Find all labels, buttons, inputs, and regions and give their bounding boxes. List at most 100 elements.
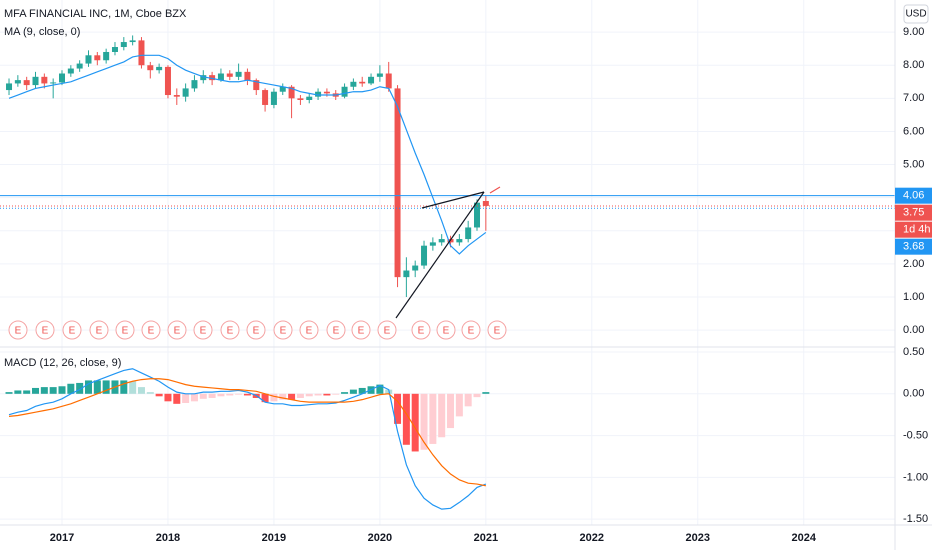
earnings-marker[interactable]: E <box>299 320 319 340</box>
currency-label[interactable]: USD <box>905 9 926 20</box>
candle-body <box>270 91 277 105</box>
earnings-marker[interactable]: E <box>8 320 28 340</box>
indicator-legend[interactable]: MACD (12, 26, close, 9) <box>4 357 121 369</box>
histogram-bar <box>40 387 48 394</box>
earnings-marker[interactable]: E <box>326 320 346 340</box>
candle-body <box>438 239 445 243</box>
histogram-bar <box>473 393 481 398</box>
histogram-bar <box>58 386 66 394</box>
indicator-legend[interactable]: MA (9, close, 0) <box>4 26 80 38</box>
currency-box[interactable] <box>903 4 929 24</box>
earnings-circle <box>411 320 431 340</box>
histogram-bar <box>349 389 357 394</box>
histogram-bar <box>93 380 101 394</box>
earnings-label: E <box>468 326 475 337</box>
earnings-label: E <box>280 326 287 337</box>
candle-body <box>359 81 366 84</box>
candle-body <box>103 51 110 61</box>
price-badge-label: 4.06 <box>903 190 924 202</box>
histogram-bar <box>341 392 349 394</box>
histogram-bar <box>5 392 13 394</box>
earnings-marker[interactable]: E <box>351 320 371 340</box>
histogram-bar <box>120 380 128 394</box>
histogram-bar <box>217 393 225 397</box>
histogram-bar <box>102 380 110 394</box>
y-tick-label: 0.00 <box>903 324 924 336</box>
candle-body <box>253 80 260 91</box>
histogram-bar <box>84 380 92 394</box>
x-tick-label: 2017 <box>50 532 74 544</box>
candle-body <box>147 65 154 71</box>
earnings-label: E <box>200 326 207 337</box>
earnings-marker[interactable]: E <box>193 320 213 340</box>
earnings-marker[interactable]: E <box>411 320 431 340</box>
y-tick-label: 1.00 <box>903 291 924 303</box>
earnings-label: E <box>253 326 260 337</box>
candle-body <box>209 75 216 81</box>
drawing[interactable] <box>489 186 501 194</box>
histogram-bar <box>323 393 331 396</box>
histogram-bar <box>164 393 172 402</box>
y-tick-label: 7.00 <box>903 92 924 104</box>
earnings-label: E <box>122 326 129 337</box>
histogram-bar <box>261 393 269 403</box>
candle-body <box>297 98 304 100</box>
x-tick-label: 2018 <box>156 532 180 544</box>
histogram-bar <box>23 390 31 394</box>
histogram-bar <box>288 393 296 400</box>
earnings-circle <box>461 320 481 340</box>
earnings-marker[interactable]: E <box>436 320 456 340</box>
price-badge-label: 3.68 <box>903 241 924 253</box>
candle-body <box>191 80 198 89</box>
y-tick-label: -0.50 <box>903 429 928 441</box>
earnings-circle <box>436 320 456 340</box>
candle-body <box>315 91 322 97</box>
earnings-label: E <box>358 326 365 337</box>
histogram-bar <box>455 393 463 417</box>
earnings-circle <box>326 320 346 340</box>
earnings-marker[interactable]: E <box>461 320 481 340</box>
y-tick-label: 6.00 <box>903 125 924 137</box>
histogram-bar <box>482 392 490 394</box>
earnings-marker[interactable]: E <box>246 320 266 340</box>
histogram-bar <box>376 384 384 394</box>
candle-body <box>482 200 489 206</box>
earnings-circle <box>35 320 55 340</box>
earnings-circle <box>220 320 240 340</box>
histogram-bar <box>270 393 278 402</box>
earnings-circle <box>89 320 109 340</box>
trendline[interactable] <box>395 191 485 319</box>
histogram-bar <box>235 393 243 395</box>
candle-body <box>67 68 74 74</box>
earnings-marker[interactable]: E <box>35 320 55 340</box>
candle-body <box>474 202 481 228</box>
price-badge: 1d 4h <box>895 221 932 238</box>
earnings-label: E <box>418 326 425 337</box>
candle-body <box>14 80 21 84</box>
earnings-marker[interactable]: E <box>89 320 109 340</box>
earnings-marker[interactable]: E <box>487 320 507 340</box>
candle-body <box>156 66 163 71</box>
earnings-marker[interactable]: E <box>141 320 161 340</box>
histogram-bar <box>420 393 428 450</box>
earnings-label: E <box>148 326 155 337</box>
earnings-marker[interactable]: E <box>167 320 187 340</box>
candle-body <box>403 270 410 278</box>
candle-body <box>32 76 39 86</box>
earnings-label: E <box>494 326 501 337</box>
chart-title: MFA FINANCIAL INC, 1M, Cboe BZX <box>4 8 187 20</box>
y-tick-label: 9.00 <box>903 26 924 38</box>
earnings-circle <box>115 320 135 340</box>
earnings-marker[interactable]: E <box>62 320 82 340</box>
earnings-marker[interactable]: E <box>115 320 135 340</box>
earnings-label: E <box>42 326 49 337</box>
earnings-marker[interactable]: E <box>273 320 293 340</box>
moving-average-line <box>8 54 487 255</box>
trendline[interactable] <box>421 191 485 209</box>
candle-body <box>394 88 401 278</box>
earnings-marker[interactable]: E <box>377 320 397 340</box>
histogram-bar <box>394 393 402 424</box>
earnings-marker[interactable]: E <box>220 320 240 340</box>
candle-body <box>200 75 207 81</box>
histogram-bar <box>332 393 340 395</box>
